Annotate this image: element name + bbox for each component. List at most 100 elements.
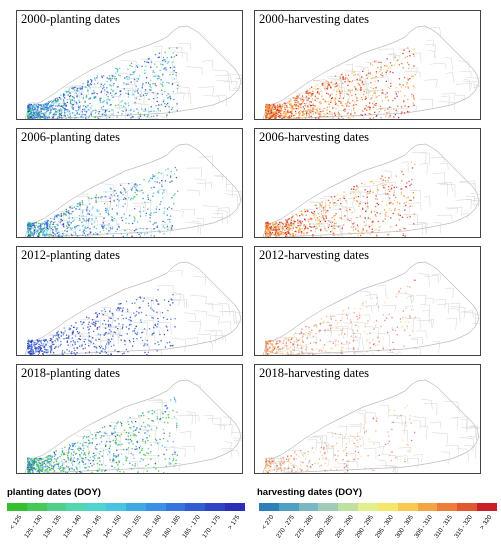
planting-pixel [164,51,166,53]
harvesting-pixel [373,328,375,330]
harvesting-pixel [362,195,364,198]
harvesting-pixel [333,445,335,447]
harvesting-pixel [356,330,358,332]
planting-pixel [31,339,33,342]
planting-pixel [159,231,161,233]
harvesting-pixel [314,108,316,110]
harvesting-pixel [398,116,400,119]
harvesting-pixel [412,85,414,87]
planting-pixel [79,101,81,103]
harvesting-pixel [267,117,269,119]
planting-pixel [138,447,140,449]
harvesting-pixel [363,221,365,223]
harvesting-pixel [310,101,313,103]
harvesting-pixel [336,323,338,325]
planting-pixel [68,116,70,119]
planting-pixel [126,76,128,78]
harvesting-pixel [388,440,390,442]
harvesting-pixel [359,203,361,205]
planting-pixel [67,456,69,458]
planting-pixel [37,225,39,227]
harvesting-pixel [381,175,383,177]
harvesting-pixel [388,233,390,235]
planting-pixel [126,457,128,459]
planting-pixel [76,458,79,460]
planting-pixel [117,318,119,320]
harvesting-pixel [285,114,287,116]
harvesting-pixel [382,220,384,222]
planting-pixel [105,331,107,334]
planting-pixel [85,230,87,232]
harvesting-pixel [287,111,289,114]
planting-pixel [80,448,82,450]
planting-pixel [79,466,81,468]
harvesting-pixel [362,207,364,209]
planting-pixel [29,461,31,464]
harvesting-pixel [272,349,274,351]
harvesting-pixel [367,217,369,219]
harvesting-pixel [318,331,320,333]
planting-pixel [153,110,155,112]
harvesting-pixel [386,58,388,60]
planting-pixel [173,56,175,58]
planting-pixel [167,218,169,221]
planting-pixel [45,103,47,106]
planting-pixel [152,97,155,100]
harvesting-pixel [311,447,314,449]
planting-pixel [49,337,52,340]
harvesting-pixel [283,460,285,462]
planting-pixel [55,215,57,217]
harvesting-pixel [405,204,407,206]
harvesting-pixel [394,329,397,332]
harvesting-pixel [364,107,366,109]
planting-pixel [47,225,49,227]
harvesting-pixel [269,114,271,117]
panel-title: 2018-planting dates [21,366,120,380]
planting-pixel [86,208,88,210]
harvesting-pixel [275,339,277,341]
harvesting-pixel [281,222,283,224]
harvesting-pixel [281,104,284,106]
planting-pixel [100,350,102,352]
harvesting-pixel [386,112,388,114]
harvesting-pixel [326,80,328,82]
harvesting-pixel [310,94,313,96]
planting-pixel [101,427,104,429]
planting-pixel [62,107,64,109]
planting-pixel [167,440,169,442]
planting-pixel [154,343,156,345]
planting-pixel [177,190,179,192]
harvesting-pixel [267,457,269,459]
planting-pixel [74,341,76,343]
planting-pixel [120,423,123,425]
planting-pixel [115,192,117,194]
planting-pixel [67,226,69,229]
harvesting-pixel [303,353,305,355]
planting-pixel [175,462,177,465]
harvesting-pixel [265,350,267,352]
harvesting-pixel [390,459,392,462]
planting-pixel [27,462,29,464]
harvesting-pixel [302,333,305,335]
planting-pixel [93,457,96,459]
planting-pixel [80,87,82,89]
harvesting-pixel [306,233,308,235]
planting-pixel [39,229,41,232]
planting-pixel [64,446,66,448]
harvesting-pixel [297,117,300,119]
harvesting-pixel [267,348,269,350]
harvesting-pixel [351,440,353,442]
harvesting-pixel [411,205,414,207]
harvesting-pixel [305,113,308,115]
planting-pixel [91,218,93,220]
planting-pixel [106,233,108,235]
planting-pixel [40,230,42,233]
planting-pixel [31,462,33,464]
harvesting-pixel [269,109,271,111]
planting-pixel [30,468,33,470]
planting-pixel [32,117,34,119]
planting-pixel [162,220,164,223]
planting-pixel [104,464,107,467]
planting-pixel [56,232,58,234]
planting-pixel [28,107,30,109]
